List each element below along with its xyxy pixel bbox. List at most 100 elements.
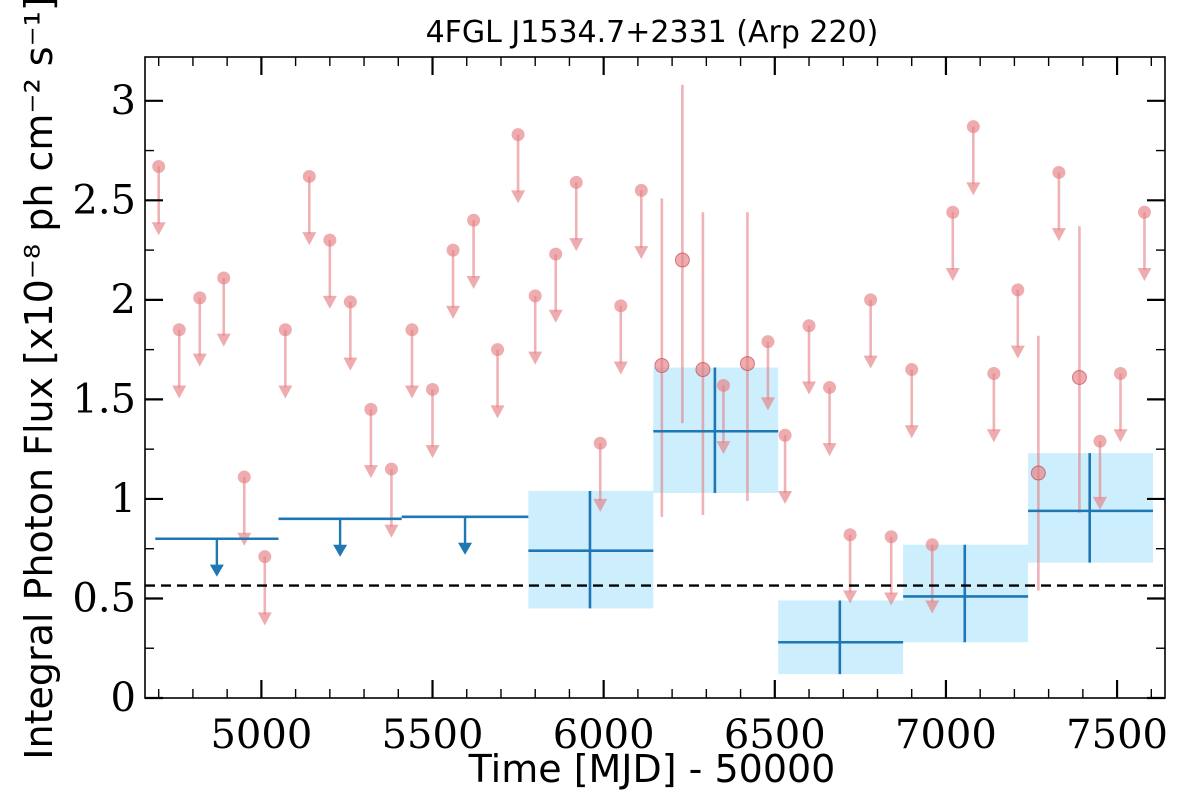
x-tick-label: 5500	[382, 712, 484, 758]
fine-upper-limit-arrow	[716, 441, 731, 455]
fine-upper-limit-arrow	[760, 397, 775, 411]
fine-upper-limit-arrow	[945, 267, 960, 281]
y-tick-label: 3	[111, 78, 136, 124]
fine-upper-limit-arrow	[322, 295, 337, 309]
x-tick-label: 7500	[1066, 712, 1168, 758]
fine-upper-limit-arrow	[151, 222, 166, 236]
fine-upper-limit-point	[217, 271, 231, 285]
fine-upper-limit-arrow	[569, 238, 584, 252]
axis-ticks	[145, 57, 1165, 700]
fine-upper-limit-point	[152, 159, 166, 173]
fine-upper-limit-arrow	[363, 465, 378, 479]
fine-upper-limit-arrow	[1010, 345, 1025, 359]
fine-upper-limit-point	[278, 323, 292, 337]
fine-upper-limit-arrow	[1051, 228, 1066, 242]
fine-upper-limit-arrow	[843, 590, 858, 604]
fine-upper-limit-point	[343, 295, 357, 309]
chart-title: 4FGL J1534.7+2331 (Arp 220)	[426, 15, 879, 50]
coarse-upper-limit-arrow	[209, 564, 224, 577]
fine-upper-limit-arrow	[511, 190, 526, 204]
fine-detection-point	[674, 252, 690, 268]
fine-upper-limit-arrow	[343, 357, 358, 371]
fine-detection-point	[695, 362, 711, 378]
fine-upper-limit-point	[467, 213, 481, 227]
fine-upper-limit-point	[987, 367, 1001, 381]
y-axis-title: Integral Photon Flux [x10⁻⁸ ph cm⁻² s⁻¹]	[17, 0, 61, 760]
x-axis-title: Time [MJD] - 50000	[468, 747, 836, 791]
y-tick-label: 0.5	[72, 575, 136, 621]
fine-upper-limit-point	[511, 128, 525, 142]
fine-upper-limit-point	[946, 205, 960, 219]
fine-upper-limit-point	[384, 462, 398, 476]
fine-upper-limit-point	[925, 538, 939, 552]
fine-upper-limit-point	[323, 233, 337, 247]
y-tick-label: 0	[111, 675, 136, 721]
fine-upper-limit-arrow	[302, 232, 317, 246]
fine-upper-limit-point	[569, 175, 583, 189]
fine-upper-limit-point	[426, 382, 440, 396]
fine-upper-limit-arrow	[802, 381, 817, 395]
fine-upper-limit-point	[614, 299, 628, 313]
fine-upper-limit-arrow	[278, 385, 293, 399]
fine-upper-limit-arrow	[172, 385, 187, 399]
fine-upper-limit-arrow	[490, 405, 505, 419]
fine-upper-limit-arrow	[548, 309, 563, 323]
fine-upper-limit-point	[802, 319, 816, 333]
fine-upper-limit-arrow	[446, 305, 461, 319]
coarse-bin-series	[155, 367, 1154, 675]
fine-upper-limit-point	[778, 428, 792, 442]
fine-upper-limit-arrow	[257, 612, 272, 626]
fine-detection-point	[1030, 465, 1046, 481]
coarse-upper-limit-arrow	[458, 542, 473, 555]
y-tick-label: 2.5	[72, 177, 136, 223]
fine-upper-limit-arrow	[822, 443, 837, 457]
fine-upper-limit-arrow	[884, 592, 899, 606]
fine-upper-limit-point	[446, 243, 460, 257]
fine-detection-point	[739, 356, 755, 372]
coarse-upper-limit-arrow	[333, 544, 348, 557]
fine-upper-limit-point	[1114, 367, 1128, 381]
x-tick-label: 6000	[553, 712, 655, 758]
x-tick-label: 6500	[724, 712, 826, 758]
fine-upper-limit-arrow	[404, 385, 419, 399]
fine-upper-limit-point	[761, 335, 775, 349]
fine-upper-limit-point	[528, 289, 542, 303]
fine-upper-limit-arrow	[1092, 496, 1107, 510]
fine-upper-limit-point	[905, 363, 919, 377]
fine-upper-limit-arrow	[966, 182, 981, 196]
tick-labels: 5000 5500 6000 6500 7000 7500 0 0.5 1 1.5 2 2.5 3	[72, 78, 1168, 758]
fine-upper-limit-arrow	[425, 445, 440, 459]
y-tick-label: 1.5	[72, 376, 136, 422]
fine-upper-limit-point	[302, 169, 316, 183]
fine-detection-point	[1071, 370, 1087, 385]
fine-upper-limit-point	[258, 550, 272, 564]
fine-upper-limit-arrow	[925, 600, 940, 614]
fine-detection-point	[654, 358, 670, 374]
fine-upper-limit-arrow	[778, 490, 793, 504]
fine-upper-limit-arrow	[613, 361, 628, 375]
fine-upper-limit-point	[405, 323, 419, 337]
fine-upper-limit-arrow	[216, 333, 231, 347]
fine-upper-limit-point	[966, 120, 980, 134]
x-tick-label: 5000	[210, 712, 312, 758]
fine-upper-limit-point	[593, 436, 607, 450]
y-tick-label: 1	[111, 476, 136, 522]
fine-upper-limit-point	[823, 380, 837, 394]
plot-frame	[144, 56, 1166, 699]
fine-upper-limit-point	[864, 293, 878, 307]
fine-bin-series	[151, 84, 1152, 626]
fine-upper-limit-point	[1137, 205, 1151, 219]
fine-upper-limit-point	[716, 378, 730, 392]
fine-upper-limit-arrow	[593, 498, 608, 512]
fine-upper-limit-point	[884, 530, 898, 544]
fine-upper-limit-arrow	[192, 353, 207, 367]
fine-upper-limit-arrow	[1137, 267, 1152, 281]
fine-upper-limit-arrow	[863, 355, 878, 369]
y-tick-label: 2	[111, 277, 136, 323]
x-tick-label: 7000	[895, 712, 997, 758]
fine-upper-limit-point	[1052, 165, 1066, 179]
fine-upper-limit-point	[237, 470, 251, 484]
fine-upper-limit-point	[1011, 283, 1025, 297]
fine-upper-limit-point	[491, 343, 505, 357]
